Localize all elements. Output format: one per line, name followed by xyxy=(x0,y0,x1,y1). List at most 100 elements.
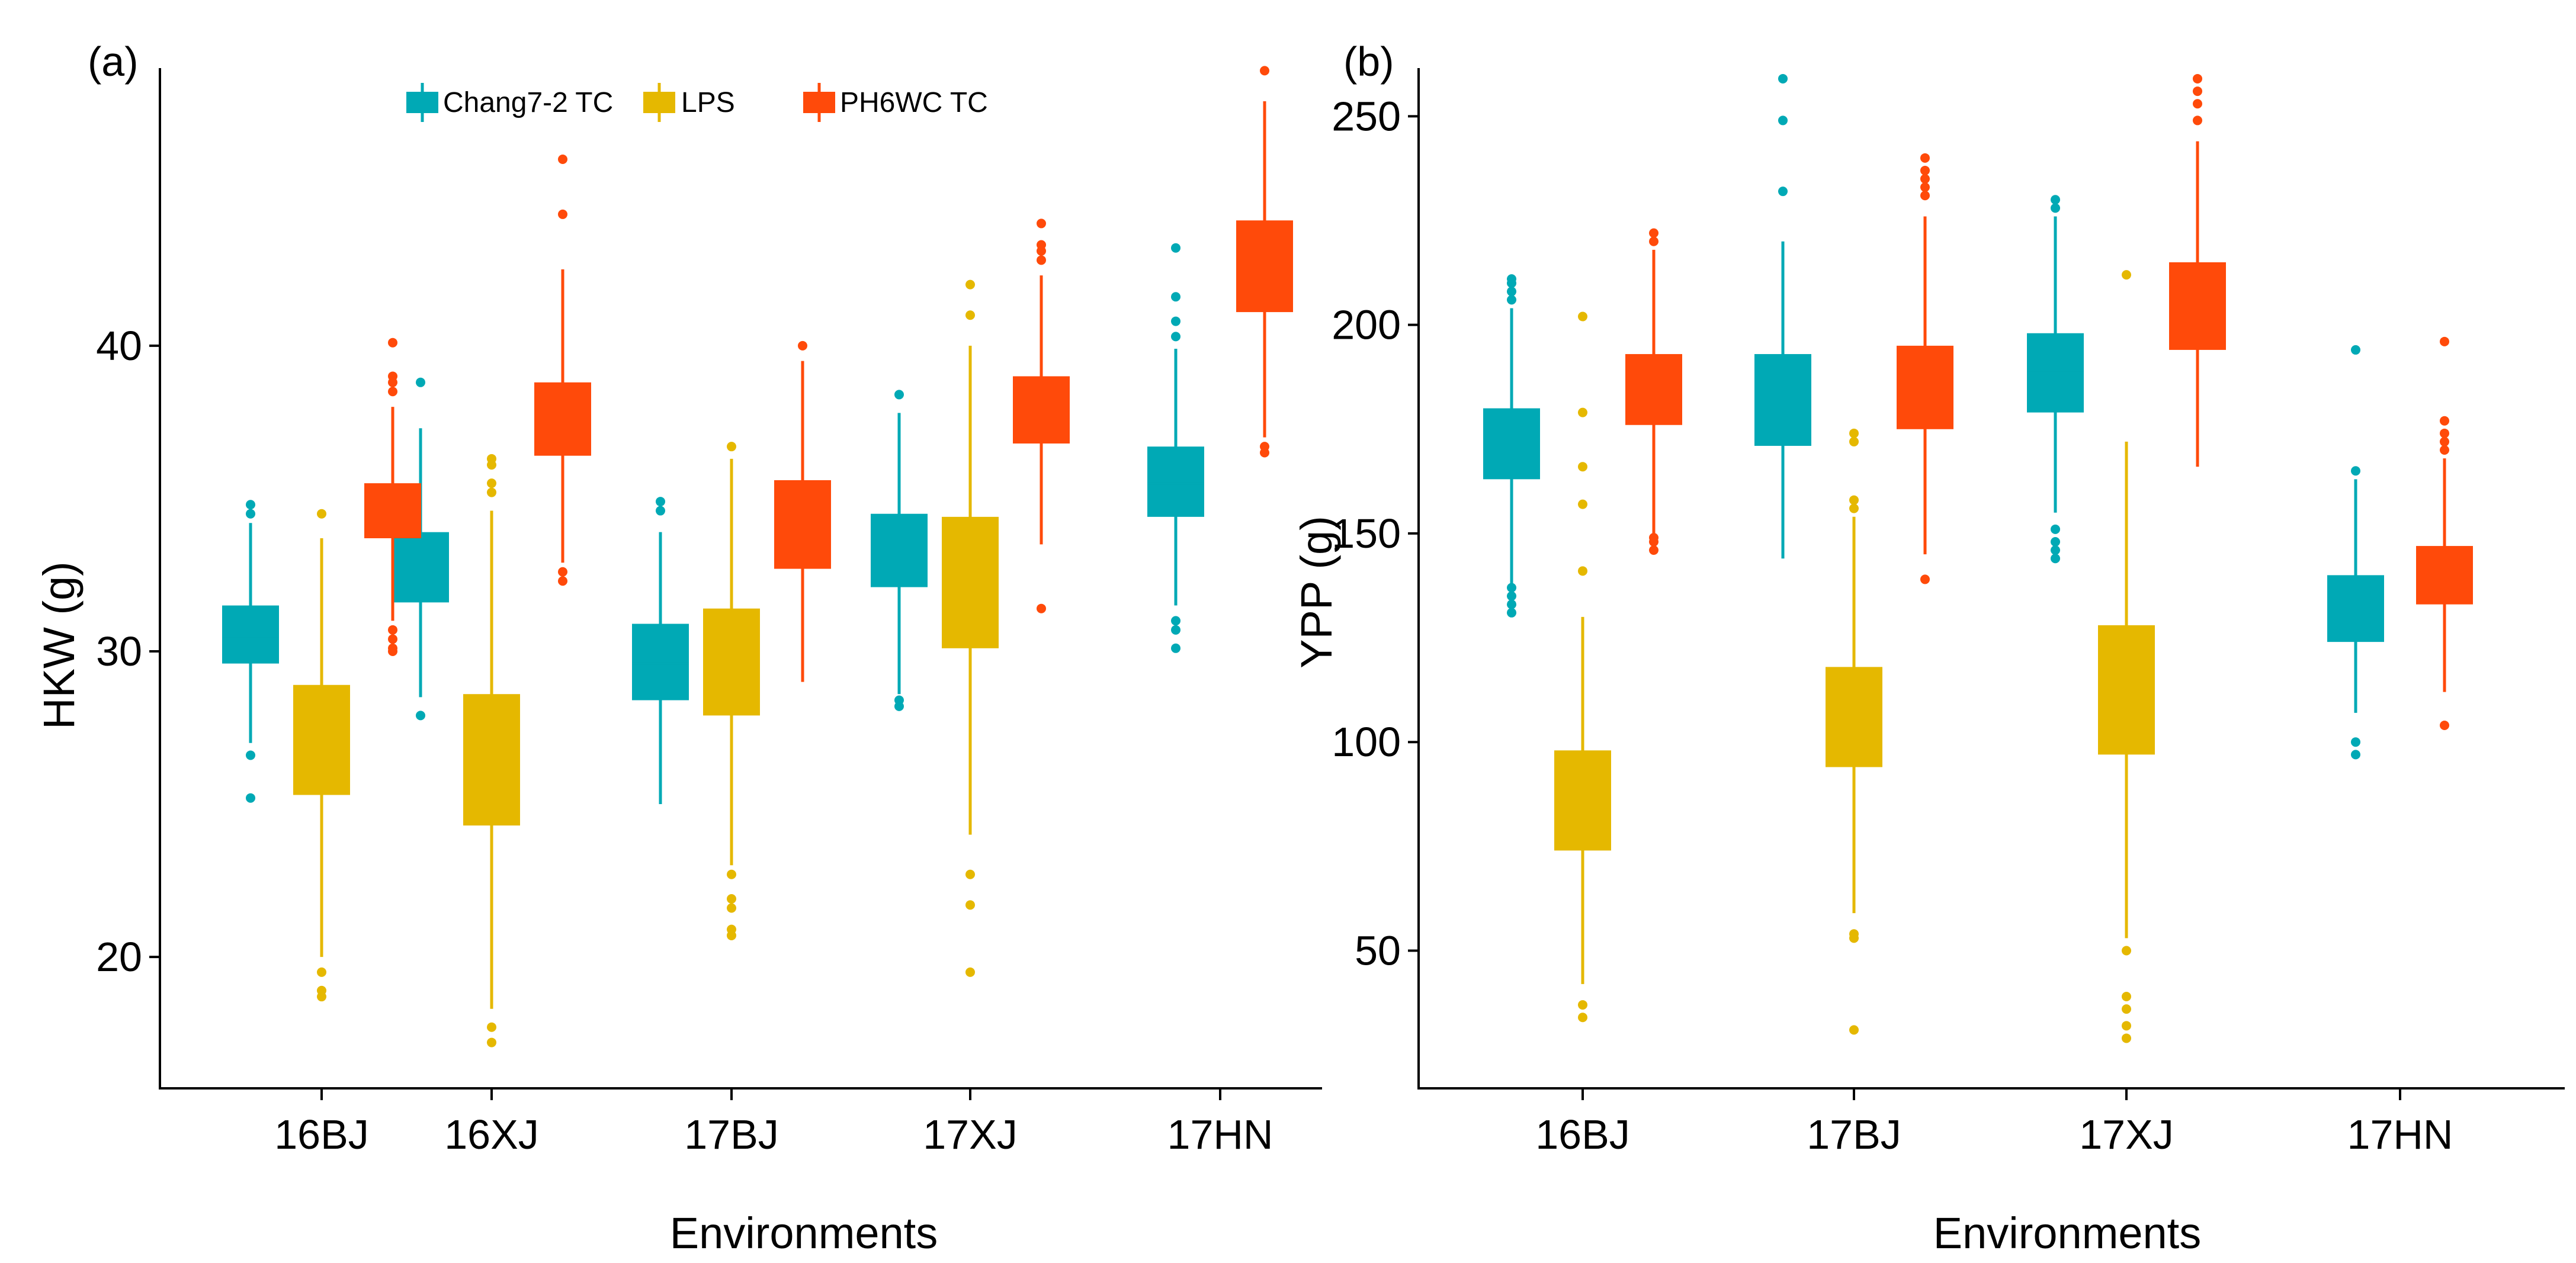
outlier-point xyxy=(2440,428,2449,438)
panel-b-box-lps-17xj xyxy=(2098,270,2155,1043)
outlier-point xyxy=(1037,218,1046,229)
outlier-point xyxy=(894,390,904,400)
outlier-point xyxy=(388,338,397,348)
panel-a-box-chang7-2-tc-17xj xyxy=(871,390,928,711)
panel-a-box-lps-17bj xyxy=(703,442,760,940)
outlier-point xyxy=(1507,287,1516,297)
outlier-point xyxy=(2351,750,2360,760)
outlier-point xyxy=(965,967,975,977)
outlier-point xyxy=(1507,608,1516,618)
outlier-point xyxy=(1778,73,1788,83)
panel-b-box-lps-16bj xyxy=(1554,311,1611,1023)
outlier-point xyxy=(2193,86,2202,97)
panel-a-box-chang7-2-tc-17bj xyxy=(632,497,689,805)
panel-b-y-ticks: 50 100 150 200 250 xyxy=(1332,93,1419,973)
panel-a-x-tick-label: 17XJ xyxy=(923,1111,1018,1158)
outlier-point xyxy=(2440,721,2449,731)
outlier-point xyxy=(388,646,397,656)
outlier-point xyxy=(1260,448,1269,458)
panel-b-box-ph6wc-tc-17hn xyxy=(2416,336,2473,731)
legend-label-ph6wc: PH6WC TC xyxy=(840,87,988,118)
outlier-point xyxy=(388,387,397,397)
panel-b-boxes xyxy=(1483,73,2473,1043)
outlier-point xyxy=(1171,316,1180,326)
outlier-point xyxy=(246,500,255,510)
legend-label-lps: LPS xyxy=(681,87,735,118)
outlier-point xyxy=(558,209,567,219)
outlier-point xyxy=(2051,554,2060,564)
outlier-point xyxy=(727,903,736,913)
panel-a-box-ph6wc-tc-17xj xyxy=(1013,218,1070,613)
outlier-point xyxy=(1578,1013,1587,1023)
panel-a-y-tick-label: 20 xyxy=(96,934,142,980)
panel-b-y-axis-title: YPP (g) xyxy=(1292,516,1341,669)
outlier-point xyxy=(1578,499,1587,509)
outlier-point xyxy=(2440,416,2449,426)
outlier-point xyxy=(388,634,397,644)
outlier-point xyxy=(2351,345,2360,355)
outlier-point xyxy=(1849,933,1859,943)
outlier-point xyxy=(965,900,975,910)
box-iqr xyxy=(703,608,760,716)
panel-a-hkw: (a) HKW (g) Environments 20 30 40 16BJ 16XJ… xyxy=(34,38,1322,1258)
panel-b-x-ticks: 16BJ 17BJ 17XJ 17HN xyxy=(1535,1088,2453,1158)
panel-b-ypp: (b) YPP (g) Environments 50100150200250 … xyxy=(1292,38,2565,1258)
outlier-point xyxy=(1649,228,1658,238)
outlier-point xyxy=(2193,73,2202,83)
outlier-point xyxy=(1171,616,1180,626)
outlier-point xyxy=(1171,243,1180,253)
panel-a-x-tick-label: 16BJ xyxy=(274,1111,369,1158)
outlier-point xyxy=(487,487,496,497)
outlier-point xyxy=(558,567,567,577)
outlier-point xyxy=(894,701,904,711)
panel-a-x-tick-label: 16XJ xyxy=(444,1111,539,1158)
outlier-point xyxy=(1171,643,1180,653)
outlier-point xyxy=(1507,274,1516,284)
outlier-point xyxy=(1849,503,1859,513)
outlier-point xyxy=(965,869,975,879)
panel-a-y-tick-label: 40 xyxy=(96,323,142,369)
box-iqr xyxy=(632,624,689,700)
panel-b-x-tick-label: 17XJ xyxy=(2079,1111,2174,1158)
panel-b-x-tick-label: 17BJ xyxy=(1807,1111,1901,1158)
outlier-point xyxy=(1578,462,1587,472)
outlier-point xyxy=(1578,311,1587,322)
outlier-point xyxy=(1920,191,1930,201)
outlier-point xyxy=(416,711,425,721)
outlier-point xyxy=(1578,407,1587,417)
outlier-point xyxy=(1649,545,1658,555)
outlier-point xyxy=(656,506,665,516)
outlier-point xyxy=(2193,99,2202,109)
panel-b-box-ph6wc-tc-17bj xyxy=(1897,153,1953,584)
outlier-point xyxy=(727,930,736,940)
outlier-point xyxy=(1920,165,1930,175)
panel-a-box-lps-16bj xyxy=(293,509,350,1002)
legend-item-lps: LPS xyxy=(643,83,735,122)
outlier-point xyxy=(965,310,975,320)
panel-a-x-ticks: 16BJ 16XJ 17BJ 17XJ 17HN xyxy=(274,1088,1273,1158)
panel-a-x-tick-label: 17BJ xyxy=(684,1111,779,1158)
panel-b-y-tick-label: 150 xyxy=(1332,510,1401,557)
outlier-point xyxy=(727,894,736,904)
panel-b-y-tick-label: 100 xyxy=(1332,719,1401,765)
panel-a-x-tick-label: 17HN xyxy=(1167,1111,1273,1158)
outlier-point xyxy=(1849,495,1859,505)
panel-a-boxes xyxy=(222,66,1293,1047)
outlier-point xyxy=(246,509,255,519)
outlier-point xyxy=(1920,574,1930,584)
outlier-point xyxy=(487,478,496,489)
outlier-point xyxy=(1920,182,1930,192)
legend-item-ph6wc: PH6WC TC xyxy=(803,83,988,122)
outlier-point xyxy=(317,992,326,1002)
panel-b-x-axis-title: Environments xyxy=(1933,1209,2201,1258)
outlier-point xyxy=(1507,599,1516,609)
panel-b-box-chang7-2-tc-17bj xyxy=(1754,73,1811,559)
outlier-point xyxy=(1171,332,1180,342)
outlier-point xyxy=(2351,737,2360,747)
outlier-point xyxy=(1171,625,1180,635)
outlier-point xyxy=(2051,524,2060,534)
outlier-point xyxy=(727,442,736,452)
panel-a-y-tick-label: 30 xyxy=(96,628,142,674)
outlier-point xyxy=(2122,946,2131,956)
outlier-point xyxy=(487,1037,496,1047)
